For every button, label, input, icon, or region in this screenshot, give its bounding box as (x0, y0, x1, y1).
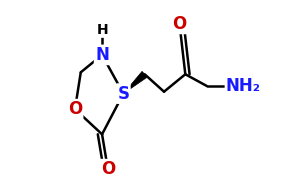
Text: N: N (95, 46, 109, 64)
Polygon shape (123, 71, 147, 94)
Text: H: H (96, 23, 108, 37)
Text: NH₂: NH₂ (226, 77, 261, 95)
Text: O: O (101, 160, 115, 178)
Text: O: O (173, 15, 187, 33)
Text: S: S (118, 85, 129, 103)
Text: O: O (68, 100, 82, 118)
